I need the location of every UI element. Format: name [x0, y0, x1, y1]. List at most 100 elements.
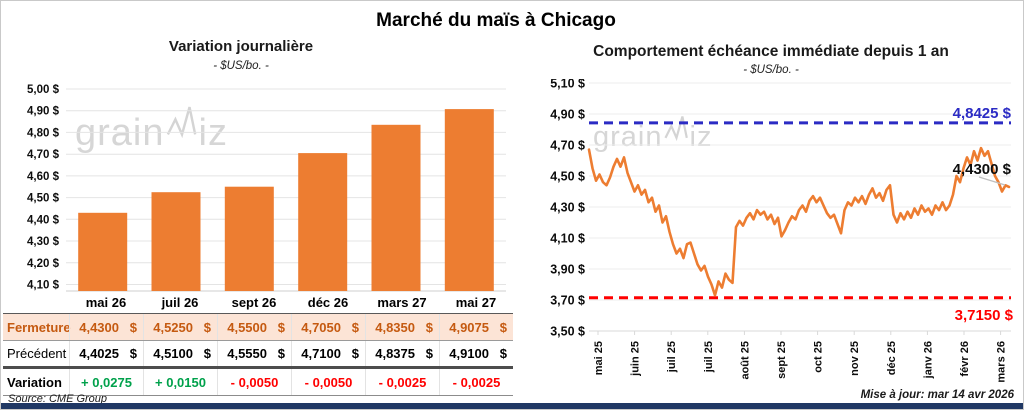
svg-text:oct 25: oct 25 [813, 341, 825, 373]
front-month-line-chart: 5,10 $ 4,90 $ 4,70 $ 4,50 $ 4,30 $ 4,10 $ 3,90… [550, 79, 1014, 383]
table-cell: 4,9100 $ [439, 341, 513, 366]
previous-value: 4,9100 [449, 346, 489, 361]
variation-value: + 0,0275 [81, 374, 132, 390]
currency-sign: $ [499, 319, 507, 335]
svg-text:mai 25: mai 25 [593, 341, 605, 375]
svg-text:juil 25: juil 25 [666, 341, 678, 373]
watermark-text: grain [593, 121, 663, 153]
previous-value: 4,5100 [153, 346, 193, 361]
previous-value: 4,4025 [79, 346, 119, 361]
column-header: juil 26 [161, 295, 199, 310]
svg-text:4,50 $: 4,50 $ [27, 193, 60, 205]
svg-text:4,30 $: 4,30 $ [550, 201, 585, 215]
column-header: mai 26 [85, 295, 127, 310]
right-chart-title: Comportement échéance immédiate depuis 1… [593, 43, 949, 60]
futures-table: mai 26 juil 26 sept 26 déc 26 mars 27 ma… [3, 292, 513, 396]
table-row-fermeture: Fermeture 4,4300 $ 4,5250 $ 4,5500 $ 4,7050… [3, 314, 513, 341]
currency-sign: $ [425, 319, 433, 335]
column-header: mars 27 [377, 295, 427, 310]
previous-value: 4,7100 [301, 346, 341, 361]
left-chart-subtitle: - $US/bo. - [213, 60, 269, 72]
close-value: 4,7050 [301, 319, 341, 335]
currency-sign: $ [351, 346, 359, 361]
last-price-label: 4,4300 $ [953, 161, 1012, 178]
table-cell: 4,9075 $ [439, 314, 513, 340]
grainwiz-watermark: grain iz [75, 104, 228, 152]
currency-sign: $ [277, 346, 285, 361]
row-label: Fermeture [7, 319, 71, 335]
currency-sign: $ [277, 319, 285, 335]
currency-sign: $ [203, 319, 211, 335]
source-note: Source: CME Group [8, 393, 108, 405]
right-chart-subtitle: - $US/bo. - [743, 64, 799, 76]
table-cell: - 0,0050 [291, 369, 365, 395]
watermark-text: grain [75, 112, 165, 154]
svg-text:janv 26: janv 26 [922, 341, 934, 379]
close-value: 4,5250 [153, 319, 193, 335]
close-value: 4,9075 [449, 319, 489, 335]
column-header: sept 26 [231, 295, 277, 310]
variation-value: - 0,0025 [378, 374, 427, 390]
table-cell: 4,8350 $ [365, 314, 439, 340]
table-cell: 4,7050 $ [291, 314, 365, 340]
updated-note: Mise à jour: mar 14 avr 2026 [860, 389, 1014, 401]
svg-text:5,00 $: 5,00 $ [27, 84, 60, 96]
svg-text:4,70 $: 4,70 $ [27, 149, 60, 161]
table-cell: - 0,0025 [365, 369, 439, 395]
watermark-zigzag-icon [166, 106, 196, 139]
daily-variation-bar-chart: 5,00 $ 4,90 $ 4,80 $ 4,70 $ 4,60 $ 4,50 $ 4,40… [27, 84, 506, 292]
svg-text:3,90 $: 3,90 $ [550, 263, 585, 277]
previous-value: 4,8375 [375, 346, 415, 361]
svg-text:4,40 $: 4,40 $ [27, 214, 60, 226]
close-value: 4,8350 [375, 319, 415, 335]
svg-text:4,90 $: 4,90 $ [550, 108, 585, 122]
svg-text:mars 26: mars 26 [996, 341, 1008, 383]
column-header: déc 26 [307, 295, 349, 310]
svg-text:déc 25: déc 25 [886, 341, 898, 375]
table-row-precedent: Précédent 4,4025 $ 4,5100 $ 4,5550 $ 4,7100… [3, 341, 513, 369]
watermark-text: iz [689, 121, 713, 153]
svg-text:sept 25: sept 25 [776, 341, 788, 379]
table-cell: - 0,0025 [439, 369, 513, 395]
svg-text:juin 25: juin 25 [630, 341, 642, 377]
currency-sign: $ [351, 319, 359, 335]
bottom-accent-bar [1, 403, 1023, 409]
left-chart-title: Variation journalière [168, 38, 314, 55]
svg-text:5,10 $: 5,10 $ [550, 79, 585, 91]
table-row-variation: Variation + 0,0275 + 0,0150 - 0,0050 - 0… [3, 369, 513, 396]
svg-text:nov 25: nov 25 [849, 341, 861, 376]
svg-text:4,10 $: 4,10 $ [27, 280, 60, 292]
variation-value: - 0,0050 [304, 374, 353, 390]
table-header-row: mai 26 juil 26 sept 26 déc 26 mars 27 ma… [3, 292, 513, 314]
table-cell: 4,4300 $ [69, 314, 143, 340]
table-cell: 4,5550 $ [217, 341, 291, 366]
low-ref-label: 3,7150 $ [955, 307, 1014, 324]
svg-text:août 25: août 25 [739, 341, 751, 380]
variation-value: - 0,0025 [452, 374, 501, 390]
label-leader-line [978, 176, 1006, 186]
currency-sign: $ [203, 346, 211, 361]
table-cell: - 0,0050 [217, 369, 291, 395]
svg-text:févr 26: févr 26 [959, 341, 971, 376]
currency-sign: $ [129, 346, 137, 361]
table-cell: 4,8375 $ [365, 341, 439, 366]
svg-text:4,30 $: 4,30 $ [27, 236, 60, 248]
svg-text:4,90 $: 4,90 $ [27, 106, 60, 118]
svg-text:4,50 $: 4,50 $ [550, 170, 585, 184]
variation-value: + 0,0150 [155, 374, 206, 390]
table-cell: 4,5500 $ [217, 314, 291, 340]
table-cell: 4,7100 $ [291, 341, 365, 366]
svg-text:4,10 $: 4,10 $ [550, 232, 585, 246]
svg-text:3,70 $: 3,70 $ [550, 294, 585, 308]
table-cell: 4,4025 $ [69, 341, 143, 366]
previous-value: 4,5550 [227, 346, 267, 361]
row-label: Variation [7, 374, 62, 390]
currency-sign: $ [425, 346, 433, 361]
svg-text:4,70 $: 4,70 $ [550, 139, 585, 153]
svg-text:3,50 $: 3,50 $ [550, 325, 585, 339]
row-label: Précédent [7, 346, 67, 361]
currency-sign: $ [129, 319, 137, 335]
variation-value: - 0,0050 [230, 374, 279, 390]
column-header: mai 27 [455, 295, 497, 310]
